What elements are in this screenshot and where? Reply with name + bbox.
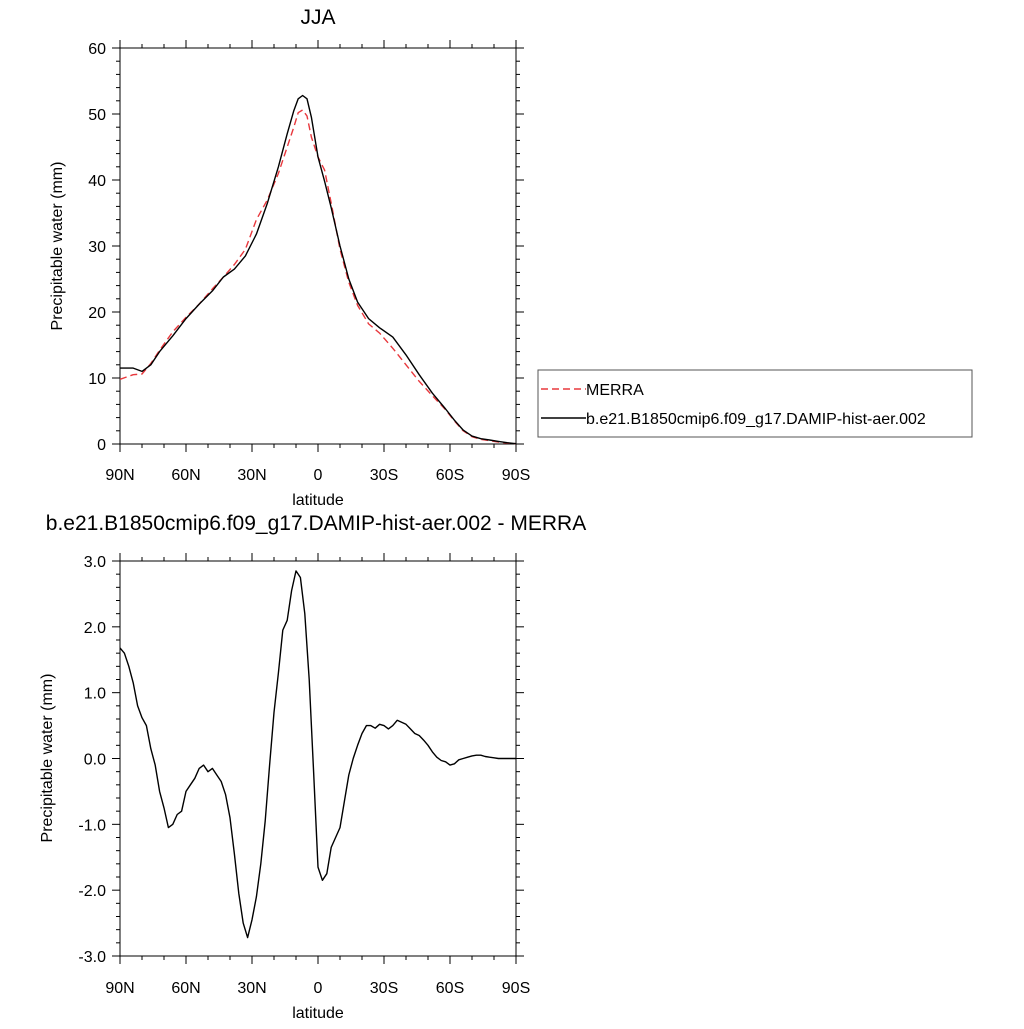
y-tick-label: 1.0 [84, 686, 106, 703]
axes: -3.0 -2.0 -1.0 0.0 1.0 2.0 3.0 90N 60N 30N 0 30S 60S… [78, 553, 530, 997]
y-axis-label: Precipitable water (mm) [49, 162, 66, 331]
x-tick-label: 90N [105, 467, 134, 484]
x-tick-label: 90N [105, 980, 134, 997]
legend-box [537, 369, 973, 438]
x-axis-label: latitude [292, 1005, 344, 1022]
x-tick-label: 0 [314, 467, 323, 484]
legend-label-model: b.e21.B1850cmip6.f09_g17.DAMIP-hist-aer.… [586, 411, 926, 428]
plot-lines [119, 94, 517, 445]
y-tick-label: 0.0 [84, 752, 106, 769]
y-tick-label: 60 [88, 41, 106, 58]
y-axis-label: Precipitable water (mm) [39, 674, 56, 843]
y-tick-label: 0 [97, 437, 106, 454]
x-tick-label: 60S [436, 467, 464, 484]
chart-top-panel: JJA Precipitable water (mm) latitude 0 10… [49, 6, 530, 509]
chart-title: b.e21.B1850cmip6.f09_g17.DAMIP-hist-aer.… [46, 512, 586, 535]
x-tick-label: 30S [370, 467, 398, 484]
y-tick-label: 10 [88, 371, 106, 388]
plot-lines [119, 570, 516, 939]
series-line-merra [119, 109, 517, 445]
x-tick-label: 60N [171, 980, 200, 997]
y-tick-label: 2.0 [84, 620, 106, 637]
x-tick-label: 30N [237, 467, 266, 484]
x-tick-label: 0 [314, 980, 323, 997]
y-tick-label: 20 [88, 305, 106, 322]
x-tick-label: 30N [237, 980, 266, 997]
x-tick-label: 90S [502, 980, 530, 997]
y-tick-label: 50 [88, 107, 106, 124]
x-axis-label: latitude [292, 492, 344, 509]
plot-frame [119, 560, 517, 957]
y-tick-label: -2.0 [78, 883, 106, 900]
plot-frame [119, 47, 517, 445]
y-tick-label: -1.0 [78, 817, 106, 834]
legend: MERRA b.e21.B1850cmip6.f09_g17.DAMIP-his… [537, 369, 973, 438]
series-line-model [120, 94, 517, 445]
chart-bottom-panel: b.e21.B1850cmip6.f09_g17.DAMIP-hist-aer.… [39, 512, 586, 1022]
chart-title: JJA [300, 6, 335, 29]
axes: 0 10 20 30 40 50 60 90N 60N 30N 0 30S 60S 90S [88, 40, 530, 484]
y-tick-label: -3.0 [78, 949, 106, 966]
y-tick-label: 40 [88, 173, 106, 190]
x-tick-label: 60S [436, 980, 464, 997]
y-tick-label: 3.0 [84, 554, 106, 571]
x-tick-label: 60N [171, 467, 200, 484]
x-tick-label: 30S [370, 980, 398, 997]
legend-label-merra: MERRA [586, 382, 644, 399]
x-tick-label: 90S [502, 467, 530, 484]
y-tick-label: 30 [88, 239, 106, 256]
series-line-difference [119, 570, 516, 939]
